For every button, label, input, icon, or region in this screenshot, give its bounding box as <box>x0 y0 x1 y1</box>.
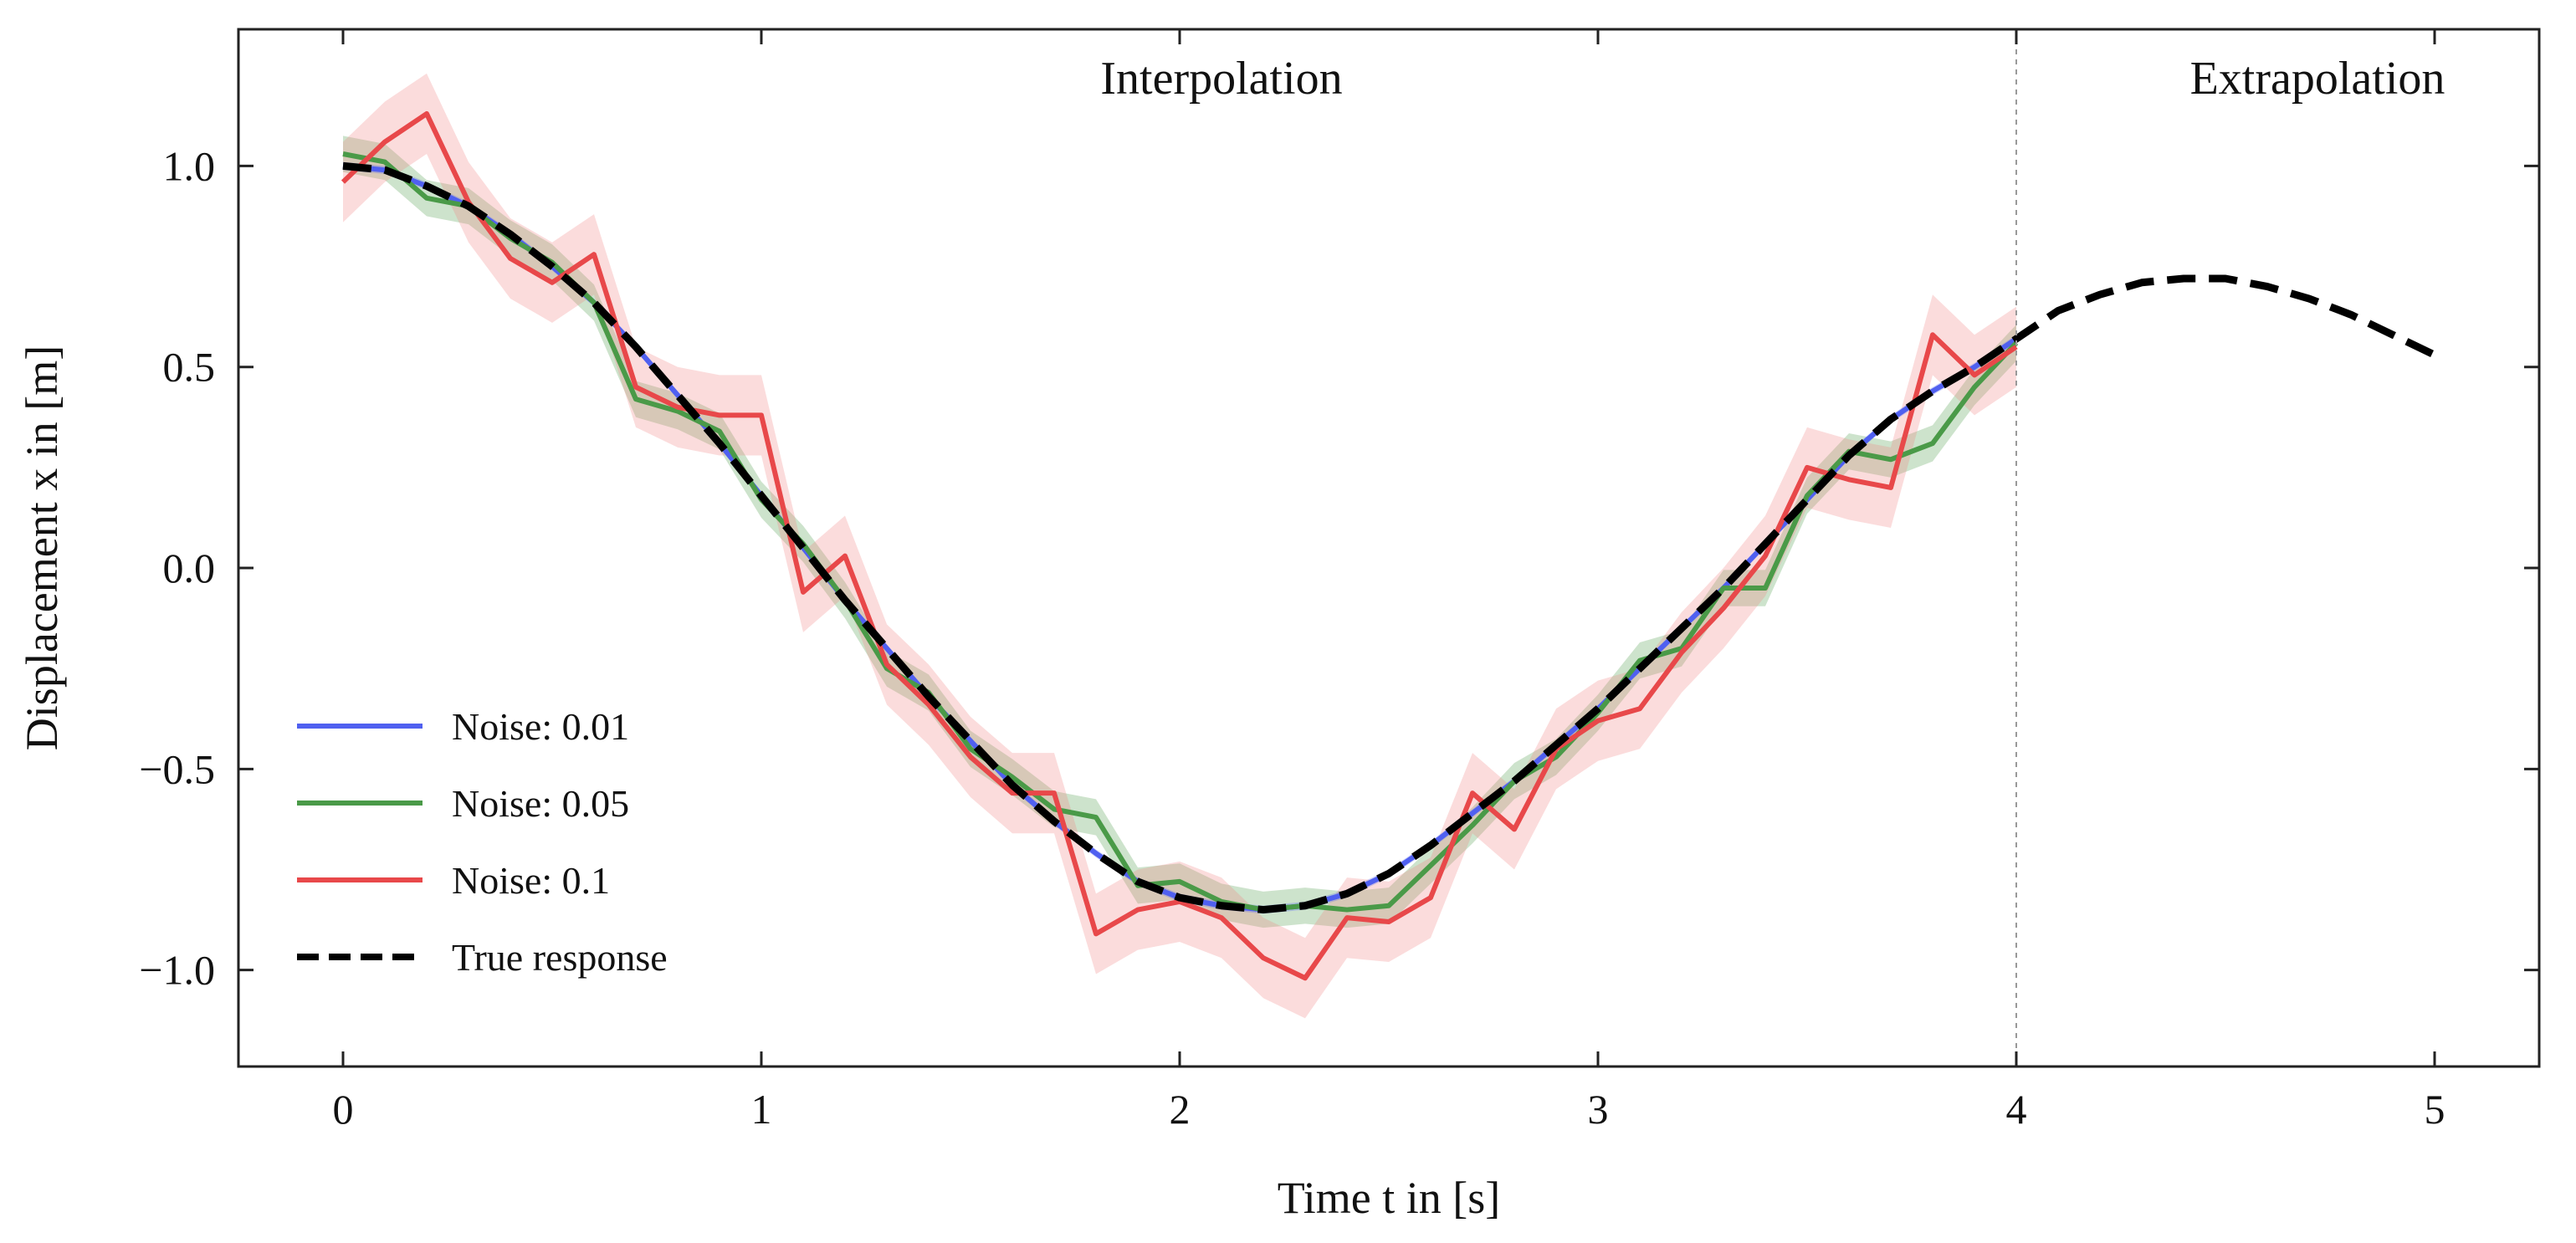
plot-frame <box>237 28 2541 1068</box>
series-line-noise-0-1 <box>341 110 2018 981</box>
x-tick-label: 1 <box>751 1086 772 1133</box>
plot-background <box>238 29 2539 1067</box>
x-tick-label: 2 <box>1170 1086 1191 1133</box>
x-tick-label: 0 <box>333 1086 354 1133</box>
axis-ticks: 0 1 2 3 4 5 1.0 0.5 0.0 −0.5 −1.0 <box>139 29 2539 1133</box>
y-tick-label: 1.0 <box>163 142 216 189</box>
y-tick-label: −1.0 <box>139 947 215 994</box>
legend: Noise: 0.01 Noise: 0.05 Noise: 0.1 True … <box>297 705 668 979</box>
legend-label-noise-0-05: Noise: 0.05 <box>452 782 629 825</box>
y-tick-label: −0.5 <box>139 745 215 792</box>
y-axis-label: Displacement x in [m] <box>17 345 67 750</box>
y-tick-label: 0.5 <box>163 344 216 391</box>
series-line-true-response <box>342 161 2436 914</box>
x-tick-label: 3 <box>1588 1086 1609 1133</box>
x-tick-label: 4 <box>2006 1086 2027 1133</box>
x-tick-label: 5 <box>2425 1086 2445 1133</box>
band-noise-0-05 <box>343 136 2016 928</box>
interpolation-label: Interpolation <box>1100 53 1342 105</box>
legend-label-noise-0-1: Noise: 0.1 <box>452 859 610 902</box>
series-lines <box>341 110 2436 981</box>
extrapolation-label: Extrapolation <box>2190 53 2445 105</box>
legend-label-true-response: True response <box>452 936 668 979</box>
x-axis-label: Time t in [s] <box>1278 1173 1501 1223</box>
y-tick-label: 0.0 <box>163 545 216 591</box>
legend-label-noise-0-01: Noise: 0.01 <box>452 705 629 748</box>
